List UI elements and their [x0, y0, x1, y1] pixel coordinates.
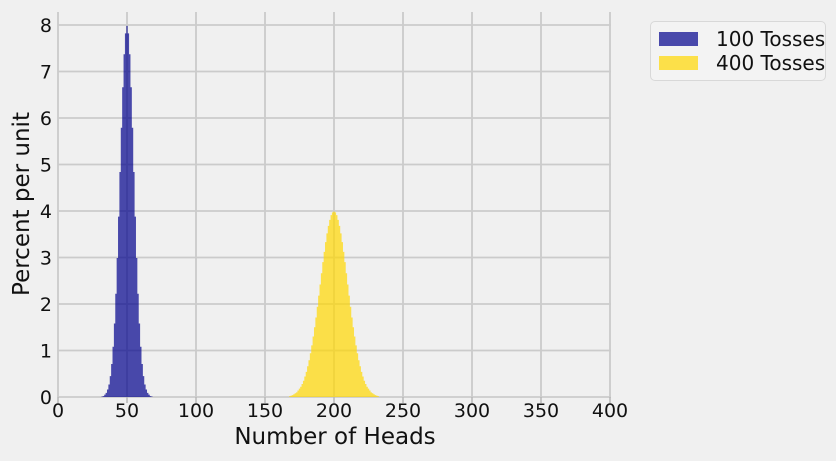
x-tick-labels: 0 50 100 150 200 250 300 350 400 [52, 400, 628, 422]
legend-swatch-100-tosses [659, 32, 698, 46]
svg-text:200: 200 [316, 400, 352, 422]
svg-text:6: 6 [40, 108, 52, 130]
svg-text:4: 4 [40, 201, 52, 223]
legend: 100 Tosses 400 Tosses [650, 21, 826, 81]
x-tick-marks [57, 397, 611, 403]
svg-text:250: 250 [385, 400, 421, 422]
svg-text:3: 3 [40, 248, 52, 270]
legend-item-100-tosses: 100 Tosses [659, 27, 825, 51]
svg-text:8: 8 [40, 15, 52, 37]
y-tick-labels: 0 1 2 3 4 5 6 7 8 [40, 15, 52, 409]
svg-text:300: 300 [454, 400, 490, 422]
svg-text:400: 400 [592, 400, 628, 422]
legend-swatch-400-tosses [659, 56, 698, 70]
histogram-bars [101, 25, 379, 398]
svg-text:100: 100 [178, 400, 214, 422]
svg-text:150: 150 [247, 400, 283, 422]
legend-label-100-tosses: 100 Tosses [716, 27, 826, 51]
svg-text:1: 1 [40, 341, 52, 363]
svg-text:50: 50 [115, 400, 139, 422]
svg-text:5: 5 [40, 155, 52, 177]
legend-item-400-tosses: 400 Tosses [659, 51, 825, 75]
svg-text:2: 2 [40, 294, 52, 316]
x-axis-label: Number of Heads [234, 424, 435, 450]
svg-text:0: 0 [52, 400, 64, 422]
svg-text:0: 0 [40, 387, 52, 409]
y-axis-label: Percent per unit [9, 112, 35, 296]
svg-text:350: 350 [523, 400, 559, 422]
legend-label-400-tosses: 400 Tosses [716, 51, 826, 75]
svg-text:7: 7 [40, 62, 52, 84]
